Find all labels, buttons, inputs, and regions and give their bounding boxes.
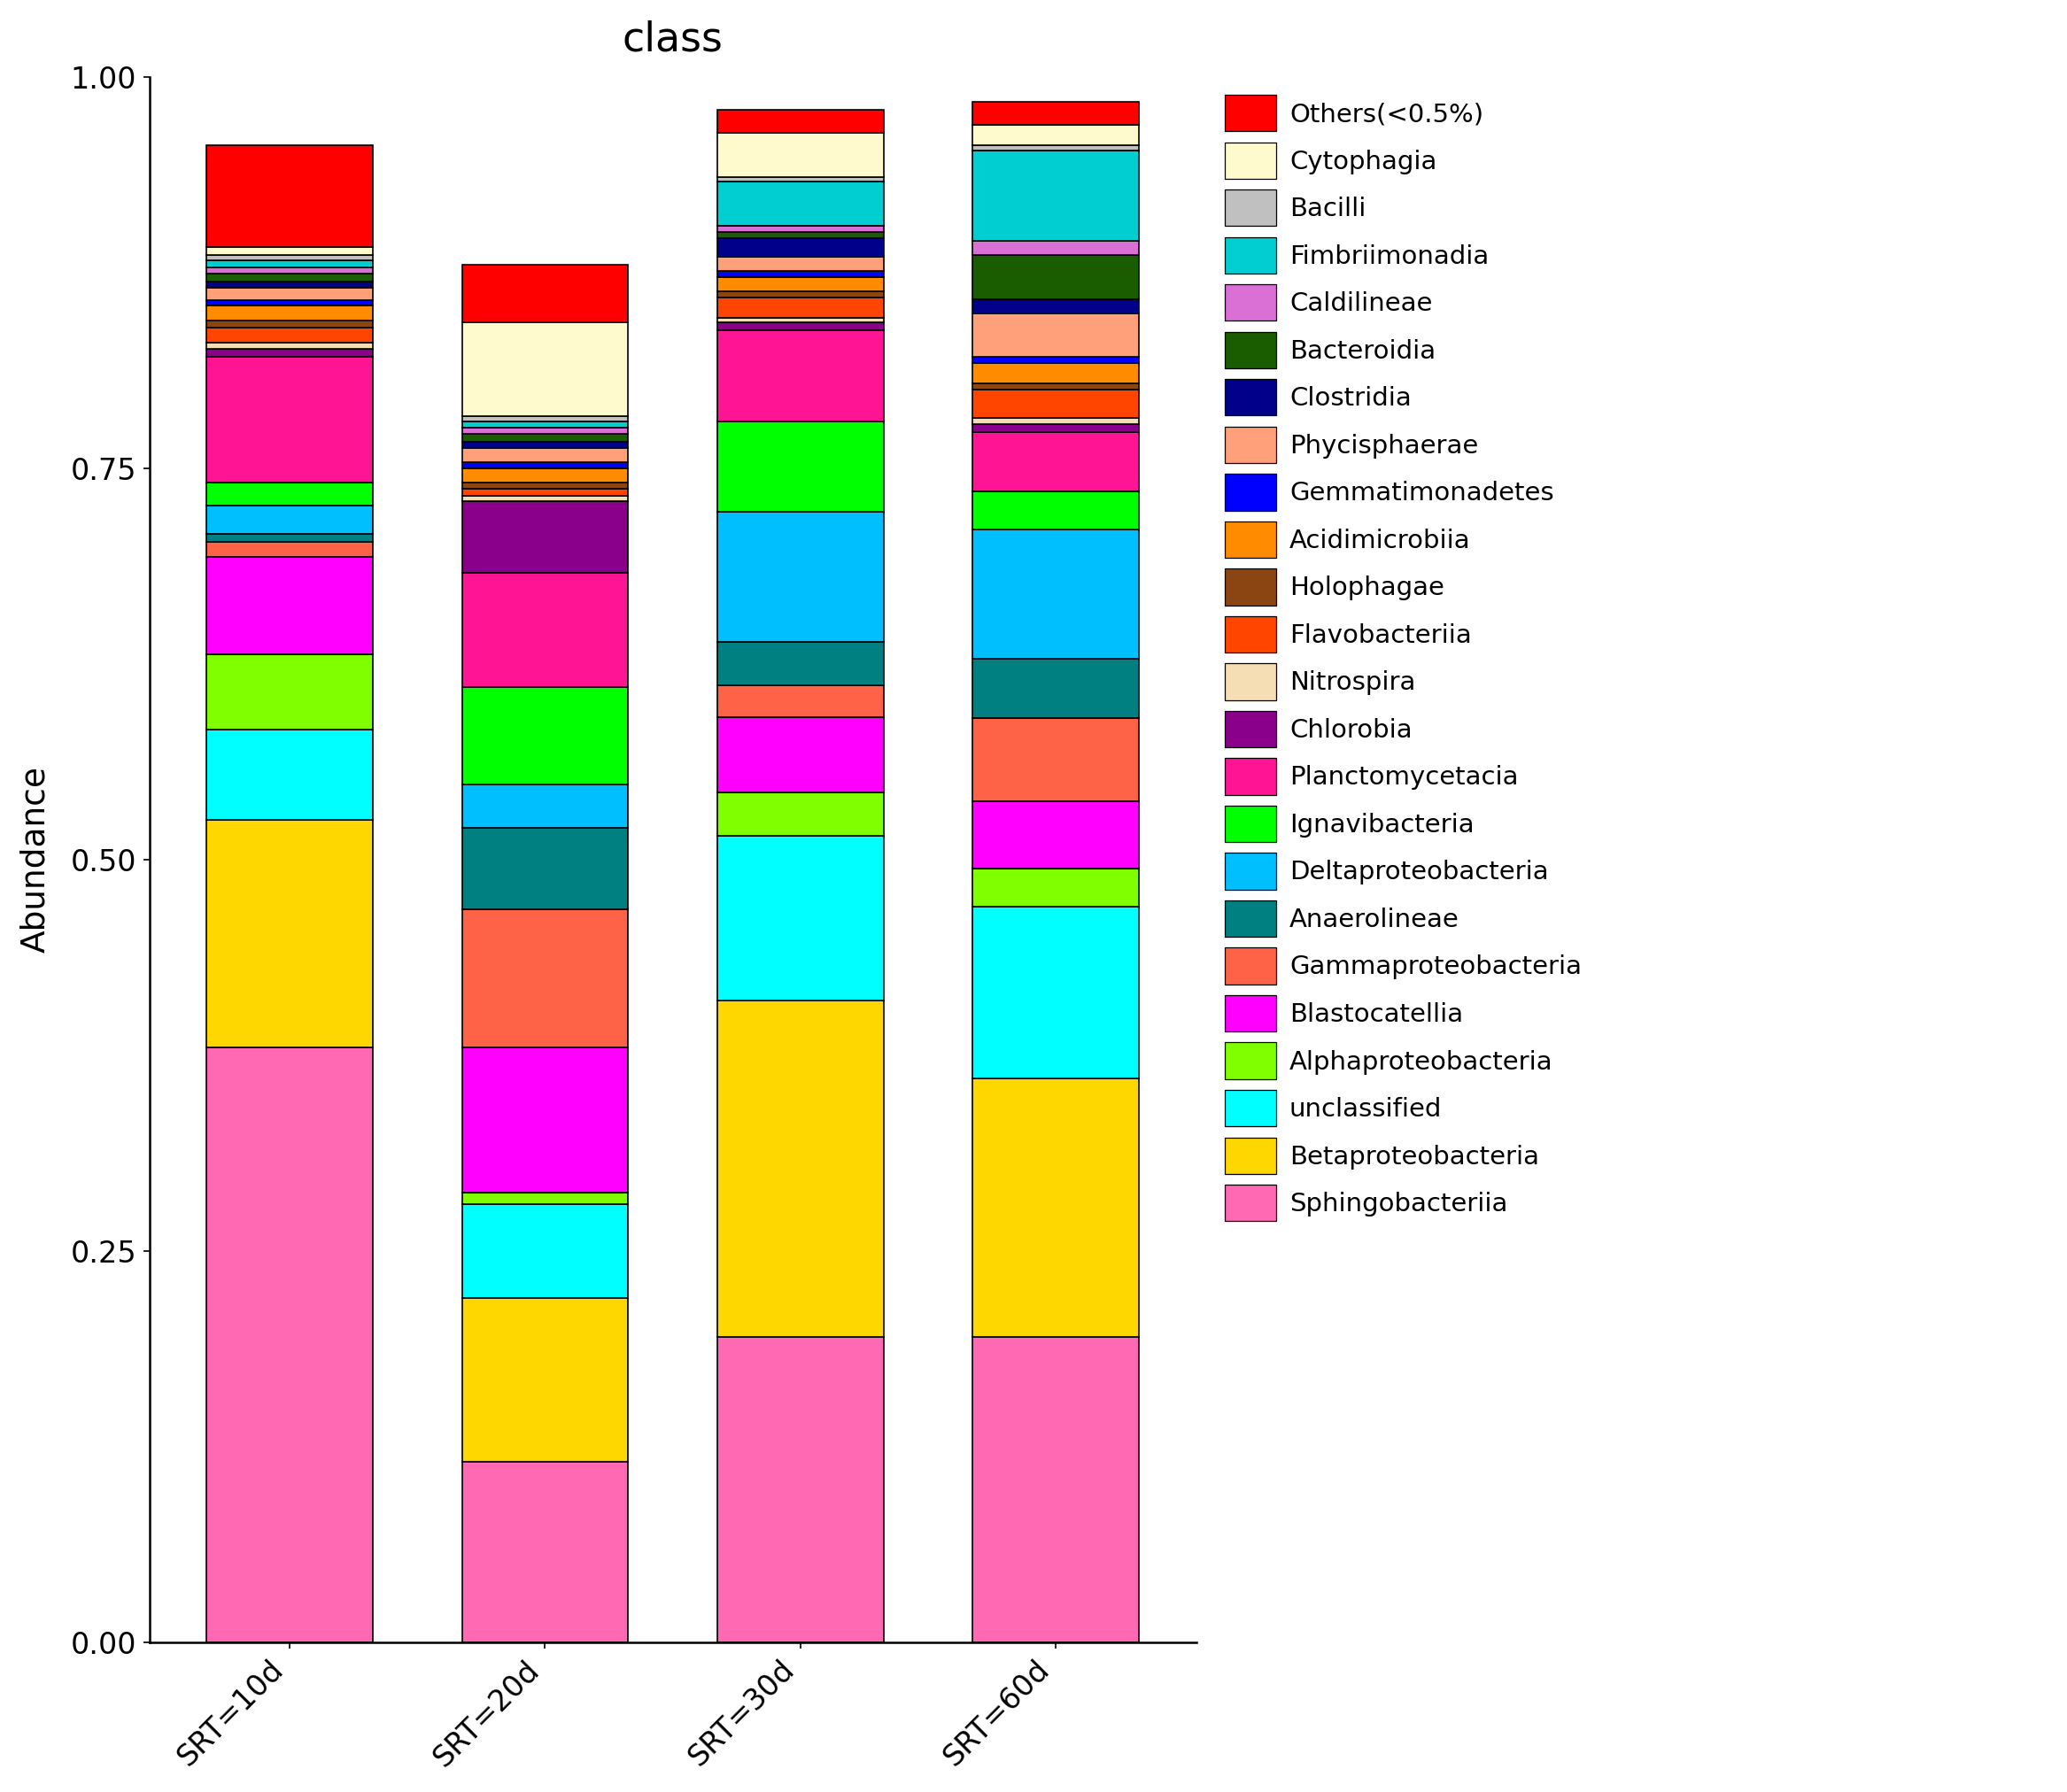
Bar bbox=[717, 1000, 883, 1337]
Bar bbox=[207, 254, 372, 260]
Bar bbox=[207, 289, 372, 301]
Bar bbox=[974, 425, 1139, 432]
Bar bbox=[717, 271, 883, 278]
Bar bbox=[974, 242, 1139, 254]
Bar bbox=[974, 907, 1139, 1079]
Bar bbox=[463, 1193, 628, 1204]
Bar bbox=[207, 557, 372, 654]
Bar bbox=[463, 1297, 628, 1462]
Bar bbox=[717, 133, 883, 177]
Bar bbox=[717, 226, 883, 231]
Bar bbox=[974, 357, 1139, 364]
Bar bbox=[974, 125, 1139, 145]
Bar bbox=[717, 297, 883, 317]
Bar bbox=[207, 357, 372, 482]
Bar bbox=[207, 145, 372, 247]
Bar bbox=[717, 290, 883, 297]
Bar bbox=[463, 1462, 628, 1641]
Bar bbox=[974, 364, 1139, 383]
Bar bbox=[974, 418, 1139, 425]
Bar bbox=[207, 301, 372, 305]
Bar bbox=[974, 383, 1139, 391]
Bar bbox=[463, 1204, 628, 1297]
Bar bbox=[974, 391, 1139, 418]
Bar bbox=[207, 541, 372, 557]
Bar bbox=[463, 441, 628, 448]
Bar bbox=[207, 305, 372, 321]
Bar bbox=[207, 260, 372, 267]
Bar bbox=[207, 821, 372, 1047]
Bar bbox=[463, 489, 628, 496]
Bar bbox=[717, 1337, 883, 1641]
Bar bbox=[717, 238, 883, 256]
Bar bbox=[717, 330, 883, 421]
Bar bbox=[974, 1079, 1139, 1337]
Bar bbox=[974, 1337, 1139, 1641]
Bar bbox=[717, 323, 883, 330]
Bar bbox=[207, 1047, 372, 1641]
Bar bbox=[463, 448, 628, 462]
Bar bbox=[974, 719, 1139, 801]
Bar bbox=[717, 256, 883, 271]
Bar bbox=[207, 321, 372, 328]
Bar bbox=[207, 342, 372, 349]
Bar bbox=[463, 686, 628, 785]
Bar bbox=[717, 421, 883, 513]
Bar bbox=[207, 328, 372, 342]
Bar bbox=[717, 717, 883, 792]
Bar bbox=[974, 151, 1139, 242]
Bar bbox=[717, 513, 883, 642]
Bar bbox=[717, 317, 883, 323]
Bar bbox=[717, 278, 883, 290]
Bar bbox=[717, 835, 883, 1000]
Bar bbox=[717, 686, 883, 717]
Bar bbox=[207, 267, 372, 274]
Bar bbox=[207, 274, 372, 281]
Bar bbox=[463, 482, 628, 489]
Bar bbox=[207, 247, 372, 254]
Bar bbox=[717, 642, 883, 686]
Bar bbox=[463, 416, 628, 421]
Bar bbox=[974, 801, 1139, 869]
Bar bbox=[717, 109, 883, 133]
Bar bbox=[463, 573, 628, 686]
Bar bbox=[974, 299, 1139, 314]
Bar bbox=[717, 181, 883, 226]
Bar bbox=[463, 421, 628, 426]
Bar bbox=[717, 231, 883, 238]
Bar bbox=[974, 432, 1139, 491]
Bar bbox=[463, 323, 628, 416]
Y-axis label: Abundance: Abundance bbox=[21, 765, 52, 953]
Bar bbox=[974, 491, 1139, 529]
Bar bbox=[974, 145, 1139, 151]
Bar bbox=[717, 792, 883, 835]
Bar bbox=[207, 482, 372, 505]
Bar bbox=[463, 496, 628, 502]
Bar bbox=[463, 462, 628, 468]
Bar bbox=[463, 1047, 628, 1193]
Bar bbox=[974, 869, 1139, 907]
Bar bbox=[974, 102, 1139, 125]
Bar bbox=[974, 529, 1139, 659]
Bar bbox=[207, 349, 372, 357]
Bar bbox=[974, 254, 1139, 299]
Bar bbox=[463, 426, 628, 434]
Bar bbox=[463, 828, 628, 909]
Bar bbox=[463, 468, 628, 482]
Bar bbox=[207, 729, 372, 821]
Bar bbox=[974, 314, 1139, 357]
Bar bbox=[463, 909, 628, 1047]
Bar bbox=[463, 434, 628, 441]
Bar bbox=[717, 177, 883, 181]
Title: class: class bbox=[622, 20, 723, 59]
Bar bbox=[207, 654, 372, 729]
Legend: Others(<0.5%), Cytophagia, Bacilli, Fimbriimonadia, Caldilineae, Bacteroidia, Cl: Others(<0.5%), Cytophagia, Bacilli, Fimb… bbox=[1220, 90, 1587, 1226]
Bar bbox=[463, 265, 628, 323]
Bar bbox=[463, 785, 628, 828]
Bar bbox=[207, 505, 372, 534]
Bar bbox=[207, 281, 372, 289]
Bar bbox=[974, 659, 1139, 719]
Bar bbox=[463, 502, 628, 573]
Bar bbox=[207, 534, 372, 541]
